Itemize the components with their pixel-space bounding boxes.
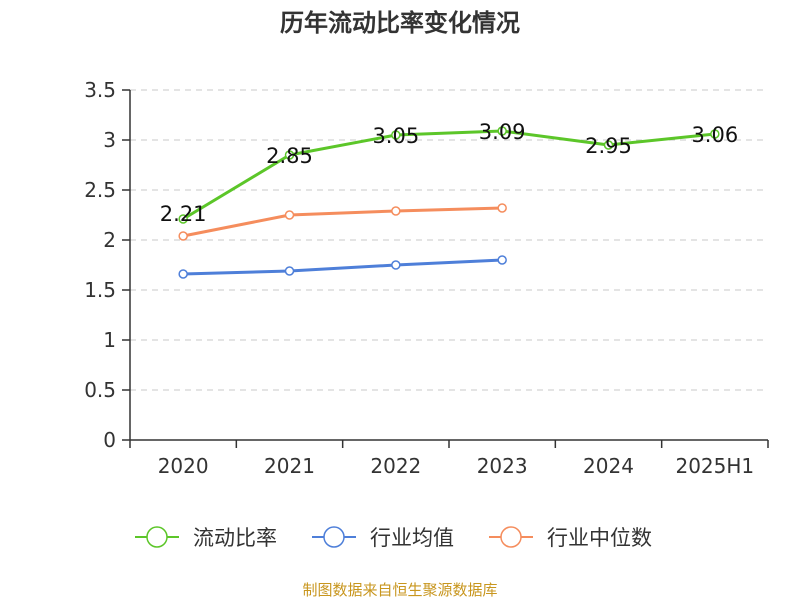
x-tick-label: 2022 [370, 454, 421, 478]
data-labels: 2.21 2.85 3.05 3.09 2.95 3.06 [160, 120, 738, 226]
legend-label: 行业中位数 [547, 526, 652, 550]
data-point [178, 269, 188, 279]
axes: 0 0.5 1 1.5 2 2.5 3 3.5 2020 2021 2022 2023 2024 2025… [84, 78, 769, 478]
data-point [391, 260, 401, 270]
data-label: 3.05 [372, 124, 419, 148]
chart-title: 历年流动比率变化情况 [280, 9, 520, 37]
series-line [182, 206, 503, 238]
legend-marker [500, 526, 522, 548]
source-note: 制图数据来自恒生聚源数据库 [302, 581, 497, 599]
y-tick-label: 0.5 [84, 378, 116, 402]
series-line [183, 258, 503, 276]
data-point [178, 214, 188, 224]
data-point [284, 266, 295, 276]
x-tick-label: 2020 [158, 454, 209, 478]
legend-marker [146, 526, 168, 548]
y-tick-label: 3 [103, 128, 116, 152]
x-tick-label: 2024 [583, 454, 634, 478]
y-tick-label: 1.5 [84, 278, 116, 302]
data-point [391, 130, 401, 140]
data-label: 3.09 [479, 120, 526, 144]
x-tick-label: 2023 [477, 454, 528, 478]
data-point [497, 255, 507, 265]
data-label: 3.06 [691, 123, 738, 147]
legend-marker [323, 526, 345, 548]
data-point [710, 129, 720, 139]
y-tick-label: 0 [103, 428, 116, 452]
x-tick-label: 2025H1 [675, 454, 754, 478]
legend-label: 流动比率 [193, 526, 277, 550]
y-tick-label: 2 [103, 228, 116, 252]
data-point [391, 206, 401, 216]
data-label: 2.95 [585, 134, 632, 158]
legend-label: 行业均值 [370, 526, 454, 550]
data-point [178, 231, 188, 241]
series-line [182, 129, 715, 221]
y-tick-label: 1 [103, 328, 116, 352]
series-layer [178, 126, 720, 279]
data-label: 2.85 [266, 144, 313, 168]
legend: 流动比率 行业均值 行业中位数 [135, 526, 652, 550]
data-point [284, 210, 295, 220]
y-tick-label: 3.5 [84, 78, 116, 102]
data-point [497, 203, 507, 213]
x-tick-label: 2021 [264, 454, 315, 478]
y-tick-label: 2.5 [84, 178, 116, 202]
data-label: 2.21 [160, 202, 207, 226]
data-point [284, 150, 295, 160]
grid [130, 89, 768, 391]
data-point [603, 140, 614, 150]
data-point [497, 126, 507, 136]
